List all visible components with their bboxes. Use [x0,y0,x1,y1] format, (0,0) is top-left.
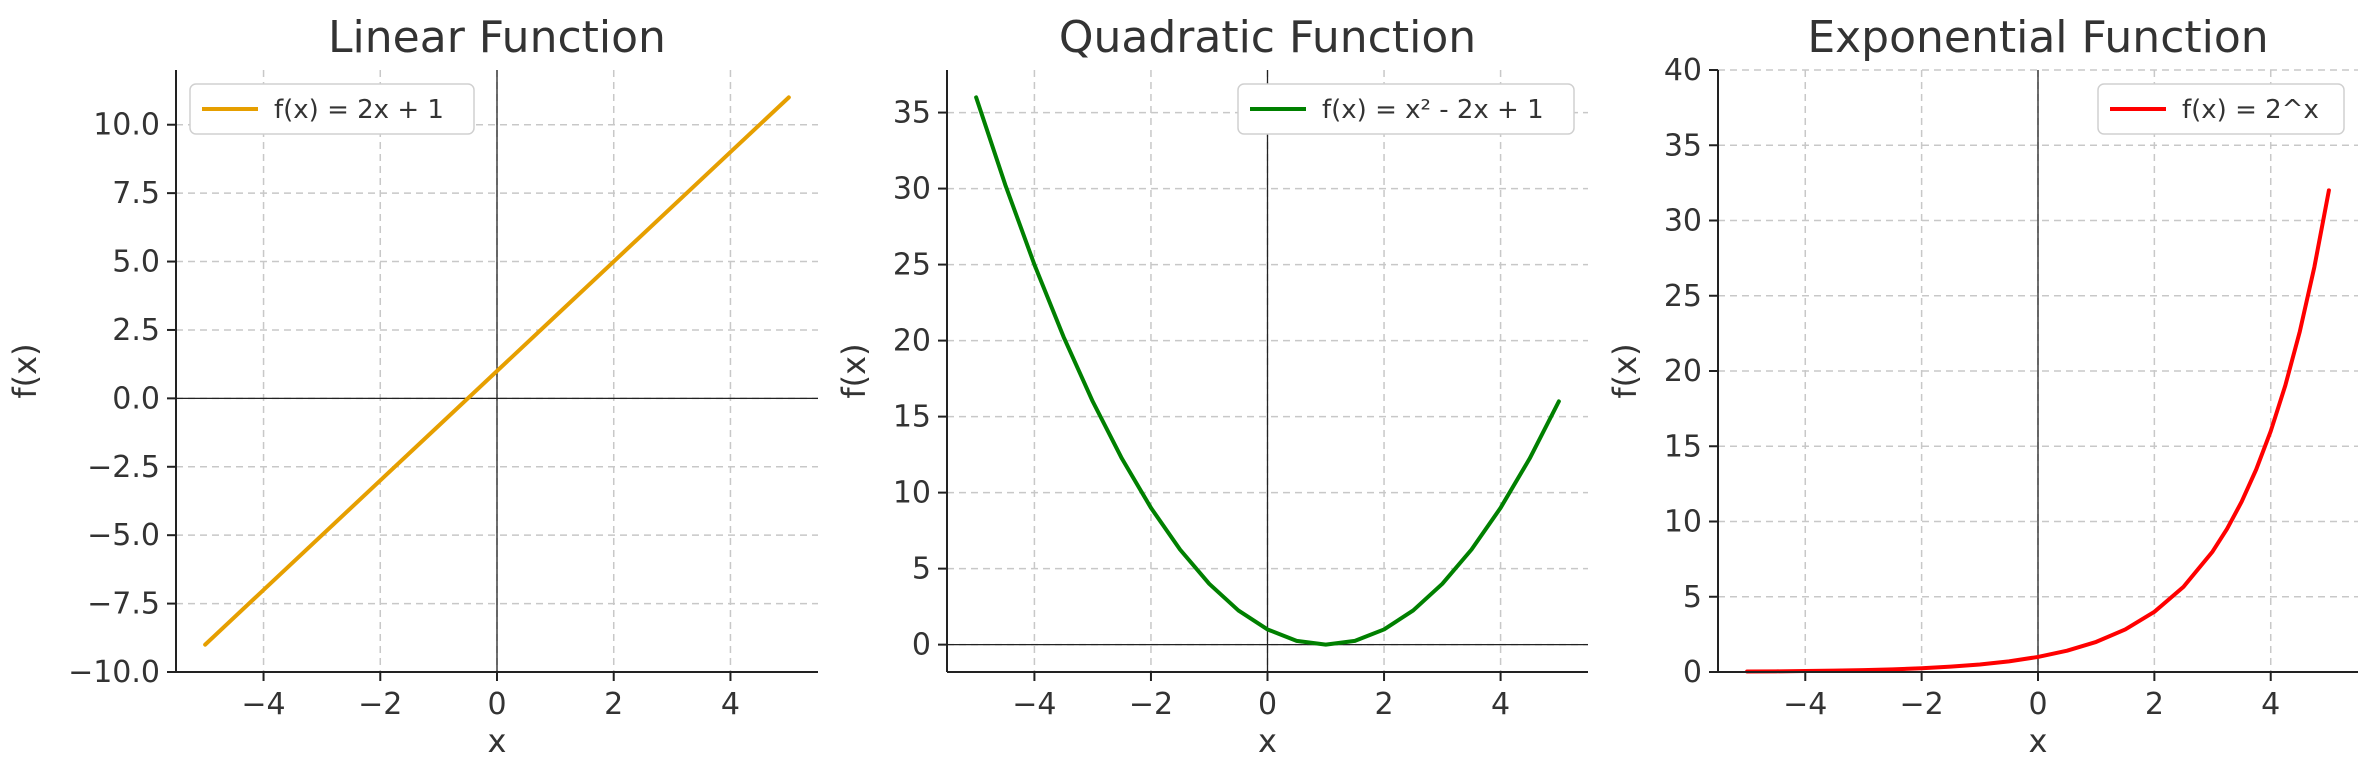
legend: f(x) = x² - 2x + 1 [1237,83,1575,135]
y-tick-label: 35 [1664,128,1702,163]
y-tick-label: 20 [1664,354,1702,389]
series-line [974,95,1561,647]
y-tick-label: 5 [1683,580,1702,615]
y-tick-label: 25 [1664,279,1702,314]
chart-panel-2: −4 −2 0 2 4 0 5 10 15 20 25 30 35 Quadratic Function x… [835,12,1588,760]
y-tick-label: 25 [893,248,931,283]
legend: f(x) = 2^x [2097,83,2345,135]
y-tick-label: 10.0 [93,108,160,143]
y-tick-label: 0 [1683,655,1702,690]
y-tick-label: 5 [912,552,931,587]
series-line [203,95,791,647]
y-axis-label: f(x) [6,343,44,398]
y-axis-label: f(x) [835,343,873,398]
x-tick-label: −4 [1783,687,1827,722]
x-tick-label: −4 [1012,687,1056,722]
chart-title: Quadratic Function [1059,12,1476,63]
x-axis-label: x [2029,722,2048,760]
y-tick-label: 10 [1664,505,1702,540]
y-tick-label: −5.0 [87,518,160,553]
legend-label: f(x) = x² - 2x + 1 [1322,95,1544,125]
x-tick-label: 0 [2028,687,2047,722]
y-tick-label: −10.0 [68,655,160,690]
legend-box [189,83,475,135]
legend-box [1237,83,1575,135]
x-tick-label: 4 [2261,687,2280,722]
chart-title: Exponential Function [1807,12,2268,63]
x-tick-label: −2 [1900,687,1944,722]
y-tick-label: 0 [912,628,931,663]
y-tick-label: 5.0 [112,245,160,280]
y-tick-label: 40 [1664,53,1702,88]
y-tick-label: 2.5 [112,313,160,348]
x-tick-label: −2 [358,687,402,722]
legend-label: f(x) = 2^x [2182,95,2319,125]
legend-label: f(x) = 2x + 1 [274,95,444,125]
x-tick-label: 4 [1491,687,1510,722]
x-tick-label: 2 [2145,687,2164,722]
y-tick-label: 10 [893,476,931,511]
x-tick-label: −4 [241,687,285,722]
x-tick-label: 2 [604,687,623,722]
y-tick-label: 7.5 [112,176,160,211]
y-axis-label: f(x) [1606,343,1644,398]
x-axis-label: x [1258,722,1277,760]
chart-panel-1: −4 −2 0 2 4 −10.0 −7.5 −5.0 −2.5 0.0 2.5 5.0 7.5 10.0… [6,12,818,760]
x-tick-label: 0 [1258,687,1277,722]
x-tick-label: 4 [721,687,740,722]
x-tick-label: 2 [1374,687,1393,722]
x-axis-label: x [488,722,507,760]
series-line [1745,188,2331,674]
legend-box [2097,83,2345,135]
y-tick-label: −7.5 [87,587,160,622]
y-tick-label: 30 [1664,204,1702,239]
legend: f(x) = 2x + 1 [189,83,475,135]
y-tick-label: −2.5 [87,450,160,485]
x-tick-label: 0 [487,687,506,722]
y-tick-label: 35 [893,96,931,131]
x-tick-label: −2 [1129,687,1173,722]
y-tick-label: 30 [893,172,931,207]
chart-title: Linear Function [328,12,666,63]
y-tick-label: 20 [893,324,931,359]
y-tick-label: 15 [1664,429,1702,464]
y-tick-label: 0.0 [112,381,160,416]
y-tick-label: 15 [893,400,931,435]
